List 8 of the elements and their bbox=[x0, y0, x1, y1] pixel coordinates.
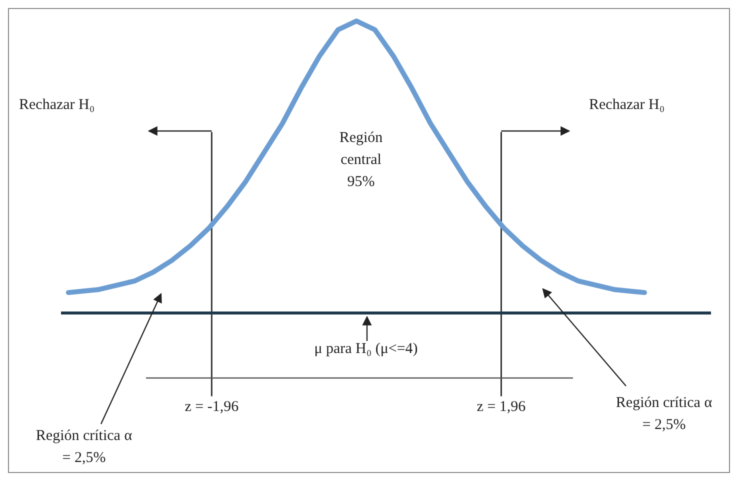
x-tick-label: z = -1,96 bbox=[184, 399, 240, 415]
text: Región crítica α = 2,5% bbox=[34, 427, 134, 468]
text: μ para H₀ (μ<=4) bbox=[313, 341, 419, 358]
x-tick-label: z = 1,96 bbox=[476, 399, 526, 415]
text: Región crítica α = 2,5% bbox=[614, 394, 714, 435]
annotation: Región central 95% bbox=[338, 129, 384, 192]
annotation: Rechazar H₀ bbox=[589, 97, 665, 114]
annotation: Rechazar H₀ bbox=[19, 97, 95, 114]
